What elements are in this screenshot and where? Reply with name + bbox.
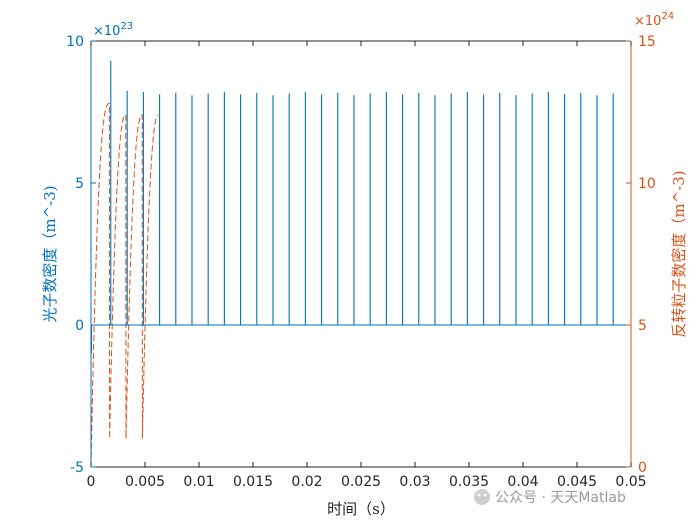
- axes: [90, 40, 632, 468]
- x-tick-label: 0.05: [615, 474, 646, 490]
- left-tick-label: -5: [70, 460, 84, 476]
- left-tick-label: 0: [75, 318, 84, 334]
- x-tick-label: 0.025: [341, 474, 381, 490]
- labels: 0 0.005 0.01 0.015 0.02 0.025 0.03 0.035 0.04 0.0…: [66, 34, 656, 490]
- x-tick-label: 0: [87, 474, 96, 490]
- x-tick-label: 0.015: [233, 474, 273, 490]
- x-axis-label: 时间（s）: [327, 500, 395, 518]
- x-tick-label: 0.02: [291, 474, 322, 490]
- x-tick-label: 0.045: [557, 474, 597, 490]
- right-tick-label: 15: [638, 34, 656, 50]
- photon-density-series: [91, 60, 631, 354]
- left-tick-label: 5: [75, 176, 84, 192]
- watermark: 公众号 · 天天Matlab: [474, 489, 626, 506]
- left-tick-label: 10: [66, 34, 84, 50]
- x-tick-label: 0.04: [507, 474, 538, 490]
- left-y-axis-label: 光子数密度（m^-3): [41, 185, 59, 322]
- wechat-icon: [474, 489, 490, 505]
- right-y-axis-label: 反转粒子数密度（m^-3): [670, 170, 688, 337]
- inversion-density-line: [90, 102, 159, 468]
- right-exp-power: 24: [661, 11, 674, 22]
- left-exponent-label: ×1023: [93, 21, 133, 39]
- inversion-density-series: [90, 102, 159, 468]
- x-tick-label: 0.035: [449, 474, 489, 490]
- right-tick-label: 0: [638, 460, 647, 476]
- right-exponent-label: ×1024: [634, 11, 674, 29]
- left-exp-prefix: ×10: [93, 24, 120, 39]
- right-tick-label: 10: [638, 176, 656, 192]
- x-tick-label: 0.01: [183, 474, 214, 490]
- right-tick-label: 5: [638, 318, 647, 334]
- plot-area: [91, 41, 631, 467]
- x-tick-label: 0.005: [125, 474, 165, 490]
- right-exp-prefix: ×10: [634, 14, 661, 29]
- watermark-text: 公众号 · 天天Matlab: [495, 490, 626, 506]
- left-exp-power: 23: [120, 21, 133, 32]
- x-tick-label: 0.03: [399, 474, 430, 490]
- wechat-icon-dot: [477, 493, 481, 497]
- wechat-icon-dot2: [483, 493, 487, 497]
